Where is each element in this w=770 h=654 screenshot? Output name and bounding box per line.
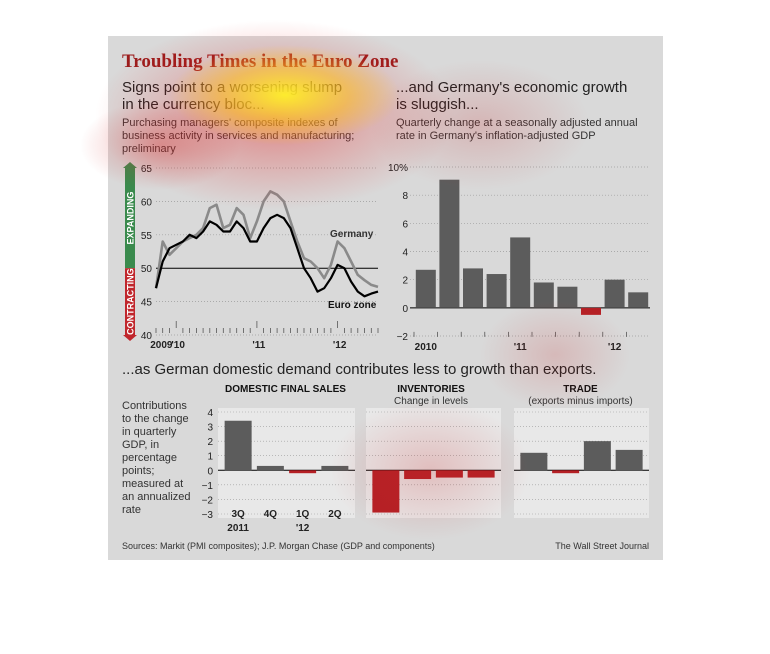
contribution-bar (289, 470, 317, 474)
y-tick-label: 0 (402, 304, 408, 315)
x-tick-label: 2009 (150, 340, 173, 351)
y-tick-label: 2 (402, 276, 408, 287)
y-tick-label: 40 (141, 331, 153, 342)
x-tick-label: '12 (333, 340, 347, 351)
group-header-inventories: INVENTORIES (397, 384, 465, 395)
x-tick-label: '12 (608, 342, 622, 353)
y-tick-label: 1 (207, 452, 213, 463)
credit: The Wall Street Journal (555, 541, 649, 551)
contributions-bar-chart: −3 −2 −1 0 1 2 3 4 3Q 2011 4Q 1Q '12 2Q (202, 408, 649, 534)
bottom-ylabel: Contributions to the change in quarterly… (122, 400, 202, 517)
euro-zone-series-label: Euro zone (328, 300, 377, 311)
contracting-label: CONTRACTING (126, 268, 136, 335)
gdp-bar (510, 237, 531, 308)
y-tick-label: 65 (141, 164, 153, 175)
y-tick-label: 45 (141, 298, 153, 309)
contracting-arrow (123, 335, 137, 341)
right-subheading-line-2: rate in Germany's inflation-adjusted GDP (396, 130, 596, 142)
expanding-label: EXPANDING (126, 192, 136, 245)
group-header-domestic: DOMESTIC FINAL SALES (225, 384, 346, 395)
y-tick-label: 2 (207, 437, 213, 448)
left-subheading-line-3: preliminary (122, 143, 176, 155)
gdp-bar (463, 268, 483, 308)
y-tick-label: 4 (207, 408, 213, 419)
gdp-bar-chart: −2 0 2 4 6 8 10% 2010 '11 '12 (388, 163, 650, 353)
bottom-ylabel-line: in quarterly (122, 426, 177, 438)
contribution-bar (583, 441, 611, 471)
expanding-band (125, 168, 135, 269)
gdp-bar (415, 269, 436, 308)
x-tick-label: 1Q (296, 509, 310, 520)
gdp-bar (486, 274, 507, 308)
bottom-ylabel-line: measured at (122, 478, 184, 490)
y-tick-label: 3 (207, 423, 213, 434)
gdp-bar (533, 282, 554, 308)
bottom-ylabel-line: GDP, in (122, 439, 160, 451)
pmi-line-chart: 40 45 50 55 60 65 EXPANDING CONTRACTING 2009'10 '… (123, 162, 379, 351)
bottom-ylabel-line: rate (122, 504, 141, 516)
expanding-arrow (123, 162, 137, 168)
source-note: Sources: Markit (PMI composites); J.P. M… (122, 541, 435, 551)
gdp-bar (628, 292, 649, 308)
y-tick-label: 0 (207, 466, 213, 477)
y-tick-label: −3 (202, 510, 214, 521)
x-tick-label: '12 (296, 523, 310, 534)
bottom-ylabel-line: Contributions (122, 400, 187, 412)
contribution-bar (520, 452, 548, 471)
chart-panel: Troubling Times in the Euro Zone Signs p… (108, 36, 663, 560)
y-tick-label: 8 (402, 191, 408, 202)
y-tick-label: 55 (141, 231, 153, 242)
contribution-bar (467, 470, 495, 478)
contribution-bar (224, 420, 252, 471)
contribution-bar (321, 465, 349, 471)
group-header-trade: TRADE (563, 384, 598, 395)
contribution-bar (372, 470, 400, 513)
right-heading-line-2: is sluggish... (396, 96, 479, 113)
y-tick-label: 6 (402, 219, 408, 230)
y-tick-label: 10% (388, 163, 408, 174)
x-tick-label: 3Q (231, 509, 245, 520)
y-tick-label: −1 (202, 481, 214, 492)
bottom-ylabel-line: an annualized (122, 491, 191, 503)
x-tick-label: '11 (514, 342, 527, 353)
group-subtitle-trade: (exports minus imports) (528, 396, 633, 407)
right-heading-line-1: ...and Germany's economic growth (396, 79, 628, 96)
euro-zone-line (154, 213, 379, 298)
y-tick-label: 60 (141, 197, 153, 208)
y-tick-label: 50 (141, 264, 153, 275)
x-tick-label: 2010 (415, 342, 438, 353)
group-subtitle-inventories: Change in levels (394, 396, 468, 407)
x-tick-label: 2Q (328, 509, 342, 520)
bottom-ylabel-line: percentage (122, 452, 178, 464)
x-tick-label: '10 (171, 340, 185, 351)
contribution-bar (256, 465, 284, 471)
gdp-bar (581, 307, 601, 315)
x-tick-label: 2011 (227, 523, 249, 534)
contracting-band (125, 268, 135, 335)
bottom-heading: ...as German domestic demand contributes… (122, 361, 597, 378)
bottom-ylabel-line: points; (122, 465, 155, 477)
contribution-bar (615, 449, 643, 471)
contribution-bar (404, 470, 432, 480)
contribution-bar (552, 470, 580, 474)
gdp-bar (604, 279, 625, 308)
y-tick-label: 4 (402, 248, 408, 259)
bottom-ylabel-line: to the change (122, 413, 189, 425)
y-tick-label: −2 (202, 495, 214, 506)
gdp-bar (439, 179, 460, 308)
gdp-bar (557, 286, 578, 308)
x-tick-label: 4Q (264, 509, 278, 520)
contribution-bar (435, 470, 463, 478)
right-subheading-line-1: Quarterly change at a seasonally adjuste… (396, 117, 638, 129)
x-tick-label: '11 (252, 340, 265, 351)
germany-series-label: Germany (330, 229, 374, 240)
y-tick-label: −2 (397, 332, 409, 343)
